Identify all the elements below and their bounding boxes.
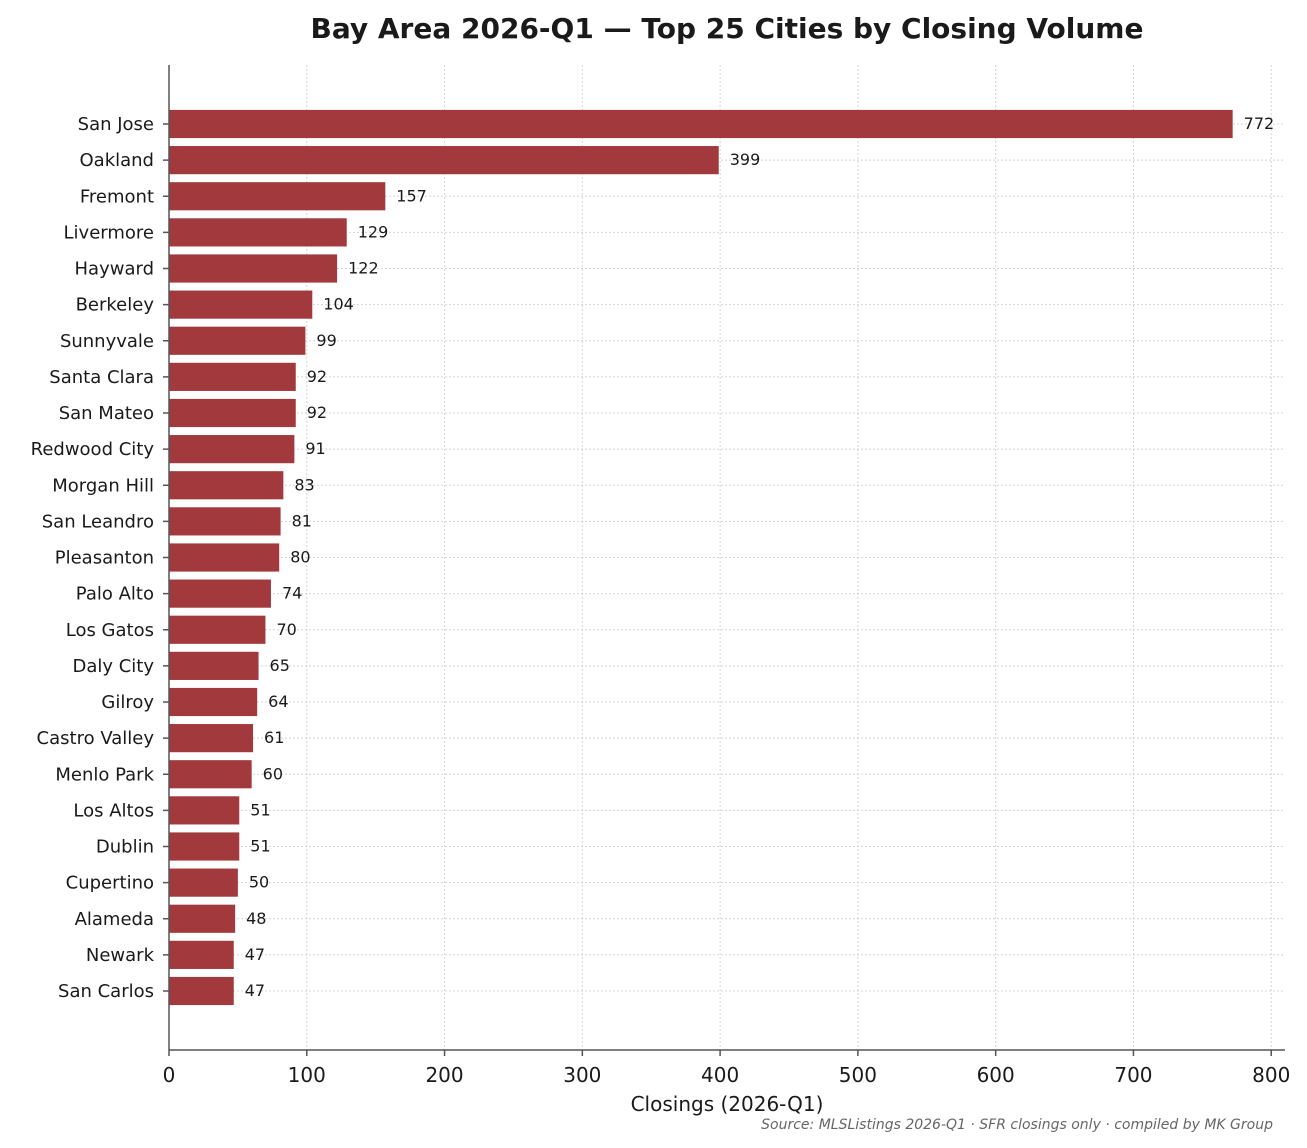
category-label: Los Gatos [66, 620, 154, 641]
bar [169, 146, 719, 175]
category-label: Cupertino [66, 873, 154, 894]
category-label: Redwood City [31, 439, 155, 460]
bar [169, 651, 259, 680]
value-label: 51 [250, 837, 270, 856]
category-label: Gilroy [101, 692, 154, 713]
value-label: 122 [348, 259, 379, 278]
category-label: Newark [86, 945, 155, 966]
value-label: 64 [268, 692, 288, 711]
category-label: San Mateo [59, 403, 154, 424]
category-label: Santa Clara [49, 367, 154, 388]
x-tick-label: 200 [425, 1063, 463, 1087]
category-label: Oakland [80, 150, 155, 171]
bar [169, 326, 306, 355]
x-axis-title: Closings (2026-Q1) [631, 1092, 824, 1116]
category-label: San Leandro [42, 511, 154, 532]
bar [169, 687, 258, 717]
value-label: 772 [1244, 114, 1275, 133]
bar [169, 615, 266, 644]
bar [169, 976, 234, 1006]
bar [169, 435, 295, 464]
category-label: San Carlos [58, 981, 154, 1002]
bar [169, 507, 281, 536]
value-label: 61 [264, 728, 284, 747]
value-label: 129 [358, 222, 389, 241]
bar [169, 543, 280, 572]
x-tick-label: 400 [701, 1063, 739, 1087]
value-label: 91 [305, 439, 325, 458]
value-label: 157 [396, 186, 427, 205]
category-label: Menlo Park [55, 764, 154, 785]
x-tick-label: 0 [163, 1063, 176, 1087]
value-label: 65 [270, 656, 290, 675]
grid-layer [168, 65, 1285, 1050]
category-label: Hayward [75, 259, 154, 280]
bar [169, 362, 296, 391]
bar [169, 796, 240, 825]
bar [169, 760, 252, 789]
bar [169, 109, 1233, 139]
value-label: 48 [246, 909, 266, 928]
category-label: Los Altos [73, 800, 154, 821]
bar [169, 940, 234, 969]
bar [169, 724, 254, 753]
value-label: 60 [263, 764, 283, 783]
x-tick-label: 700 [1114, 1063, 1152, 1087]
bar [169, 904, 236, 933]
x-tick-label: 500 [839, 1063, 877, 1087]
value-label: 104 [323, 295, 354, 314]
category-label: Dublin [96, 837, 154, 858]
bar [169, 218, 347, 247]
bar-layer: San Jose 772 Oakland 399 Fremont 157 Livermore… [31, 109, 1275, 1006]
category-label: Castro Valley [37, 728, 155, 749]
bar [169, 471, 284, 500]
value-label: 47 [245, 981, 265, 1000]
chart-title: Bay Area 2026-Q1 — Top 25 Cities by Clos… [311, 12, 1144, 45]
bar [169, 398, 296, 428]
value-label: 399 [730, 150, 761, 169]
category-label: Alameda [75, 909, 154, 930]
x-tick-label: 300 [563, 1063, 601, 1087]
category-label: Fremont [80, 186, 154, 207]
value-label: 51 [250, 800, 270, 819]
bar [169, 182, 386, 211]
value-label: 47 [245, 945, 265, 964]
bar [169, 868, 238, 897]
category-label: Pleasanton [55, 548, 154, 569]
value-label: 83 [294, 475, 314, 494]
bar [169, 290, 313, 319]
value-label: 70 [276, 620, 296, 639]
value-label: 74 [282, 584, 302, 603]
value-label: 81 [292, 511, 312, 530]
category-label: Morgan Hill [52, 475, 154, 496]
value-label: 80 [290, 548, 310, 567]
category-label: Daly City [72, 656, 154, 677]
category-label: Berkeley [76, 295, 155, 316]
value-label: 92 [307, 403, 327, 422]
category-label: San Jose [78, 114, 154, 135]
value-label: 50 [249, 873, 269, 892]
value-label: 99 [316, 331, 336, 350]
value-label: 92 [307, 367, 327, 386]
x-tick-label: 100 [288, 1063, 326, 1087]
category-label: Livermore [64, 222, 154, 243]
axis-layer: 0 100 200 300 400 500 600 700 800 [163, 65, 1290, 1087]
source-note: Source: MLSListings 2026-Q1 · SFR closin… [761, 1117, 1273, 1133]
bar [169, 832, 240, 861]
bar [169, 254, 338, 283]
x-tick-label: 600 [977, 1063, 1015, 1087]
x-tick-label: 800 [1252, 1063, 1290, 1087]
bar [169, 579, 271, 608]
category-label: Sunnyvale [60, 331, 154, 352]
category-label: Palo Alto [76, 584, 154, 605]
